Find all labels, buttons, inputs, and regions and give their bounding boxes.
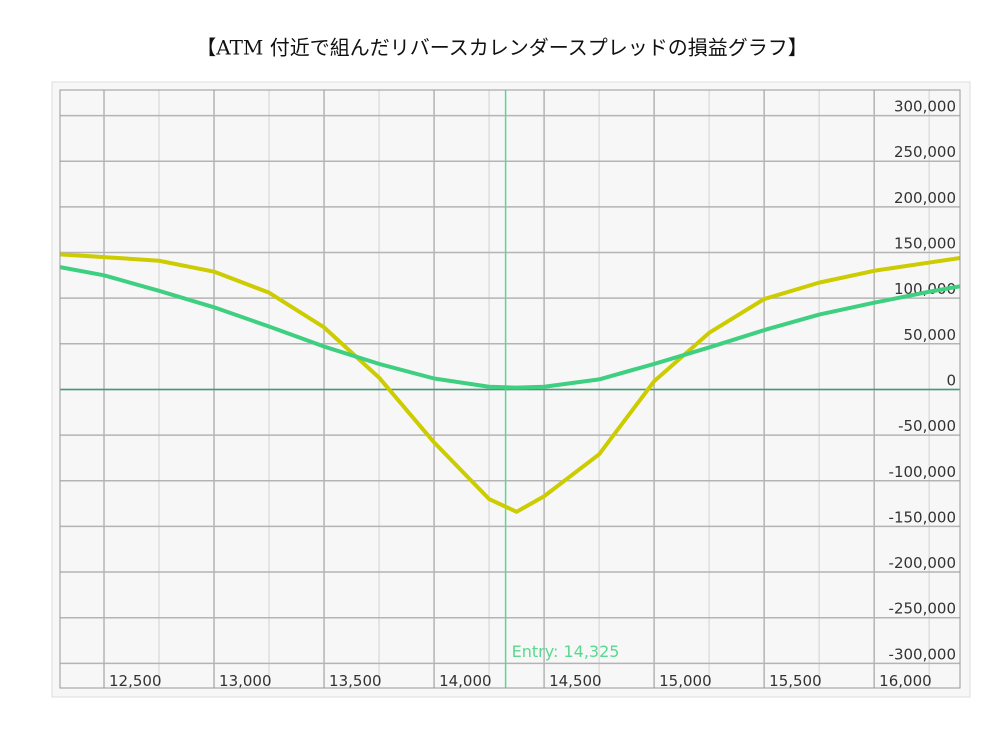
y-tick-label: -100,000 [889,463,956,481]
y-tick-label: 250,000 [894,143,956,161]
annotation: Entry: 14,325 [512,642,620,661]
y-tick-label: 150,000 [894,235,956,253]
x-tick-label: 13,500 [329,672,382,690]
x-tick-label: 15,500 [769,672,822,690]
plot-frame [59,89,961,689]
x-tick-label: 12,500 [109,672,162,690]
y-tick-label: -150,000 [889,508,956,526]
series-line [59,265,961,390]
y-tick-label: -300,000 [889,645,956,663]
y-tick-label: -50,000 [898,417,956,435]
x-tick-label: 13,000 [219,672,272,690]
y-tick-label: 50,000 [904,326,957,344]
x-tick-label: 14,000 [439,672,492,690]
y-tick-label: 200,000 [894,189,956,207]
x-tick-label: 16,000 [879,672,932,690]
series-line [59,252,961,514]
y-tick-label: -250,000 [889,600,956,618]
x-tick-label: 14,500 [549,672,602,690]
y-tick-label: 0 [946,371,956,389]
y-tick-label: 300,000 [894,98,956,116]
chart-title: 【ATM 付近で組んだリバースカレンダースプレッドの損益グラフ】 [196,36,808,60]
y-tick-label: -200,000 [889,554,956,572]
x-tick-label: 15,000 [659,672,712,690]
plot: Entry: 14,325 [59,90,961,688]
